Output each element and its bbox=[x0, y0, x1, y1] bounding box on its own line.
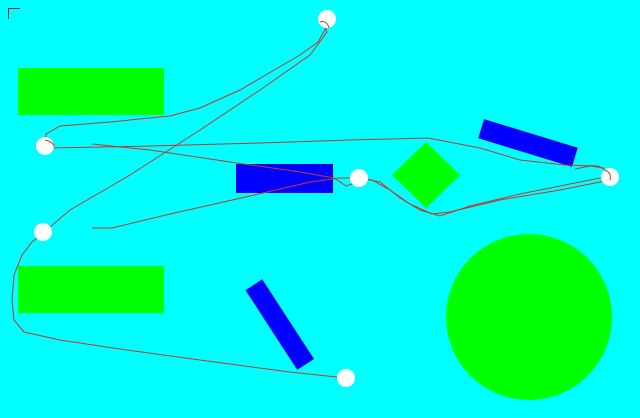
planned-path bbox=[11, 18, 347, 379]
waypoint-left-upper[interactable] bbox=[36, 137, 54, 155]
path-marker-left bbox=[44, 139, 55, 148]
waypoint-bottom[interactable] bbox=[337, 369, 355, 387]
green-circle bbox=[446, 234, 612, 400]
green-block-top-left bbox=[18, 68, 164, 115]
green-diamond bbox=[392, 142, 460, 208]
planned-path-segment-4 bbox=[574, 165, 605, 170]
waypoint-top[interactable] bbox=[318, 10, 336, 28]
path-marker-right bbox=[603, 169, 611, 181]
waypoint-center[interactable] bbox=[350, 169, 368, 187]
path-marker-top bbox=[319, 21, 330, 29]
blue-bar-right bbox=[478, 119, 578, 167]
blue-bar-bottom bbox=[245, 279, 314, 370]
waypoint-left-lower[interactable] bbox=[34, 223, 52, 241]
planned-path-segment-3 bbox=[91, 143, 610, 217]
blue-block-center bbox=[236, 164, 333, 193]
green-block-bottom-left bbox=[18, 266, 164, 313]
